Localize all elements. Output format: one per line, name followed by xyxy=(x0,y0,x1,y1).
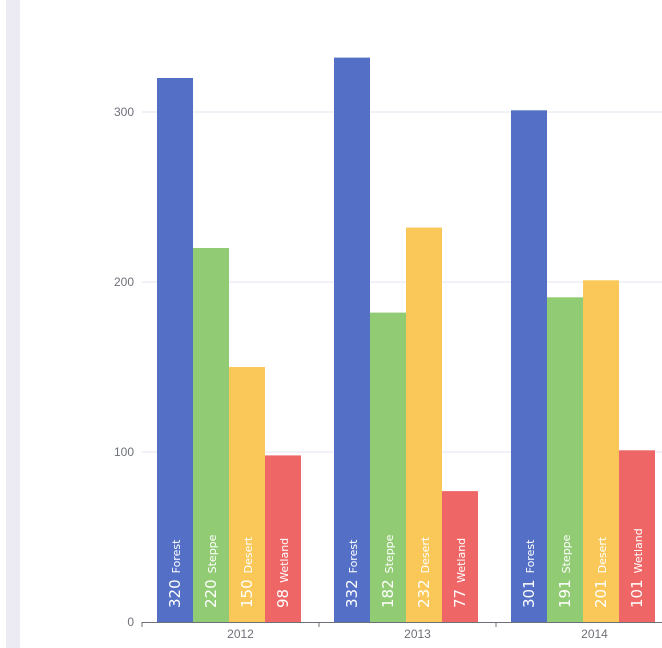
y-axis: 0 100 200 300 xyxy=(114,105,134,629)
y-tick-label: 100 xyxy=(114,445,134,459)
bar-steppe-2014 xyxy=(547,297,583,622)
bar-data-label: 101Wetland xyxy=(628,528,646,608)
bar-forest-2012 xyxy=(157,78,193,622)
x-tick-label: 2013 xyxy=(404,627,431,641)
x-tick-label: 2014 xyxy=(581,627,608,641)
x-axis: 2012 2013 2014 xyxy=(141,622,662,641)
bar-desert-2012 xyxy=(229,367,265,622)
bar-data-label: 201Desert xyxy=(592,536,610,608)
left-panel-edge xyxy=(0,0,20,648)
bar-forest-2013 xyxy=(334,57,370,623)
bar-data-label: 220Steppe xyxy=(202,534,220,608)
bar-forest-2014 xyxy=(511,110,547,623)
bar-wetland-2012 xyxy=(265,455,301,622)
bar-wetland-2014 xyxy=(619,450,655,622)
bar-wetland-2013 xyxy=(442,491,478,622)
bar-data-label: 77Wetland xyxy=(451,538,469,608)
bar-data-label: 301Forest xyxy=(520,539,538,608)
bars: 320Forest 220Steppe 150Desert 98Wetland 332F… xyxy=(157,57,655,623)
bar-data-label: 232Desert xyxy=(415,536,433,608)
bar-data-label: 98Wetland xyxy=(274,538,292,608)
bar-data-label: 191Steppe xyxy=(556,534,574,608)
bar-steppe-2013 xyxy=(370,312,406,622)
y-tick-label: 300 xyxy=(114,105,134,119)
y-tick-label: 0 xyxy=(127,615,134,629)
bar-data-label: 320Forest xyxy=(166,539,184,608)
bar-desert-2014 xyxy=(583,280,619,622)
bar-steppe-2012 xyxy=(193,248,229,622)
y-tick-label: 200 xyxy=(114,275,134,289)
bar-desert-2013 xyxy=(406,227,442,622)
bar-data-label: 150Desert xyxy=(238,536,256,608)
bar-data-label: 332Forest xyxy=(343,539,361,608)
bar-data-label: 182Steppe xyxy=(379,534,397,608)
x-tick-label: 2012 xyxy=(227,627,254,641)
